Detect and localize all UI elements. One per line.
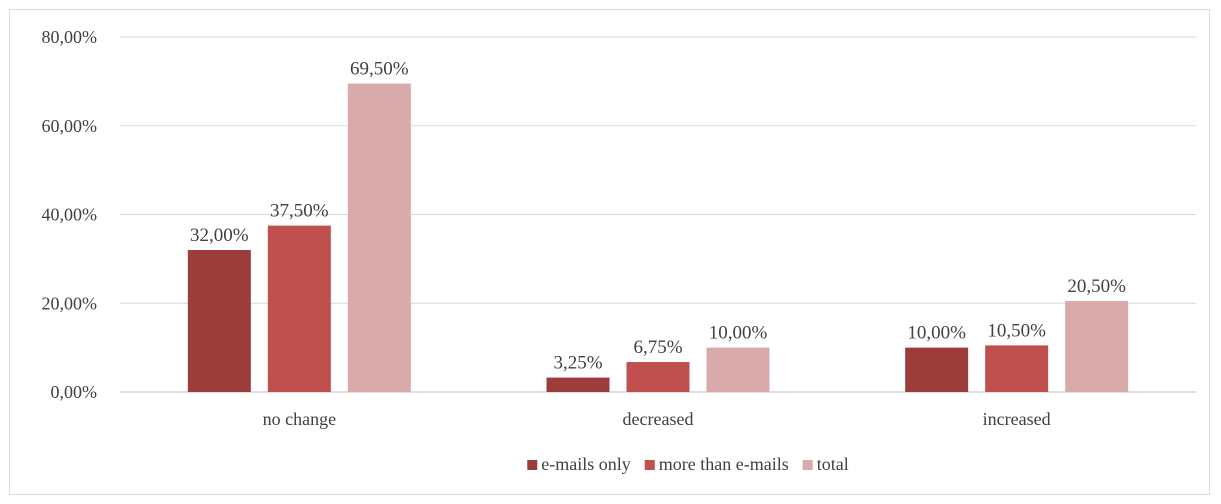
x-axis: no change decreased increased <box>263 409 1051 429</box>
legend: e-mails only more than e-mails total <box>527 454 849 474</box>
data-label: 10,00% <box>907 323 966 344</box>
bars <box>187 83 1129 392</box>
data-label: 10,00% <box>709 323 768 344</box>
data-label: 10,50% <box>987 320 1046 341</box>
x-tick-label: increased <box>983 409 1051 429</box>
bar <box>546 377 610 392</box>
legend-swatch <box>802 460 813 470</box>
x-tick-label: no change <box>263 409 336 429</box>
bar <box>985 345 1049 392</box>
legend-label: e-mails only <box>541 454 630 474</box>
bar <box>347 83 411 392</box>
data-label: 69,50% <box>350 59 409 80</box>
bar <box>267 225 331 392</box>
bar <box>1065 301 1129 392</box>
y-tick-label: 80,00% <box>42 27 98 47</box>
data-label: 37,50% <box>270 201 329 222</box>
data-label: 20,50% <box>1067 276 1126 297</box>
y-tick-label: 40,00% <box>42 205 98 225</box>
legend-swatch <box>644 460 655 470</box>
bar <box>626 362 690 392</box>
data-label: 3,25% <box>553 353 602 374</box>
legend-label: more than e-mails <box>659 454 789 474</box>
y-tick-label: 60,00% <box>42 116 98 136</box>
bar <box>187 250 251 392</box>
legend-label: total <box>817 454 849 474</box>
y-tick-label: 20,00% <box>42 293 98 313</box>
legend-swatch <box>527 460 538 470</box>
y-axis: 0,00% 20,00% 40,00% 60,00% 80,00% <box>42 27 98 402</box>
y-tick-label: 0,00% <box>51 382 98 402</box>
data-labels: 32,00% 37,50% 69,50% 3,25% 6,75% 10,00% 10,00%… <box>190 59 1126 374</box>
data-label: 32,00% <box>190 225 249 246</box>
data-label: 6,75% <box>633 337 682 358</box>
x-tick-label: decreased <box>623 409 694 429</box>
bar <box>706 347 770 392</box>
bar <box>905 347 969 392</box>
